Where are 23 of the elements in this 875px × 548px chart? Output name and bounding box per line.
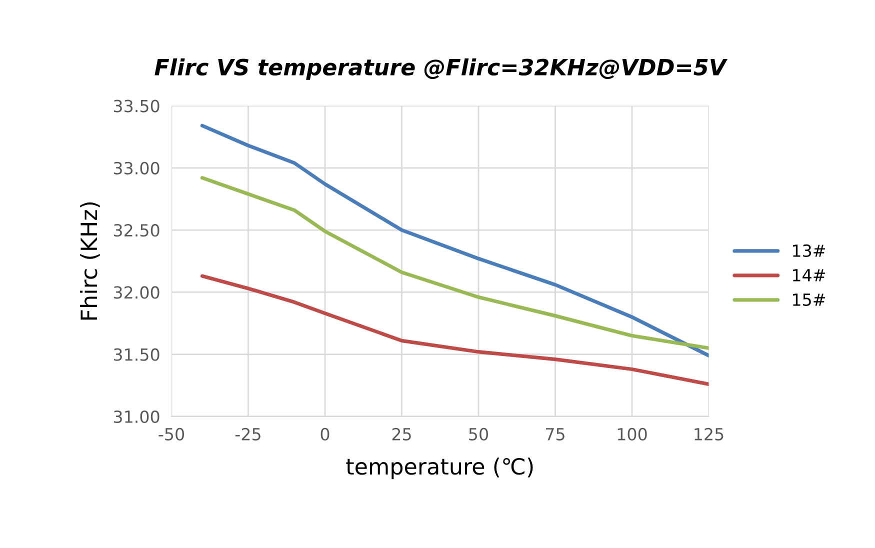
y-tick-label: 33.50: [114, 100, 160, 112]
y-tick-label: 31.50: [114, 348, 160, 361]
x-tick-label: 125: [694, 428, 724, 440]
legend-label: 13#: [792, 244, 826, 258]
legend-label: 15#: [792, 294, 826, 306]
y-axis-title: Fhirc (KHz): [80, 202, 100, 320]
y-tick-label: 33.00: [114, 162, 160, 174]
x-axis-title: temperature (℃): [346, 458, 533, 480]
x-tick-label: 0: [320, 428, 330, 440]
y-tick-label: 32.50: [114, 224, 160, 237]
x-tick-label: -50: [158, 428, 184, 440]
legend-label: 14#: [792, 269, 826, 282]
line-series: [200, 274, 709, 386]
line-series: [200, 176, 709, 350]
x-tick-label: 50: [469, 428, 488, 440]
x-tick-label: 100: [618, 428, 647, 440]
y-tick-label: 32.00: [114, 286, 160, 299]
x-tick-label: 75: [546, 428, 564, 440]
x-tick-label: -25: [235, 428, 260, 440]
chart-title: Flirc VS temperature @Flirc=32KHz@VDD=5V: [154, 58, 728, 80]
y-tick-label: 31.00: [114, 410, 160, 424]
x-tick-label: 25: [392, 428, 411, 440]
line-series: [200, 124, 709, 358]
